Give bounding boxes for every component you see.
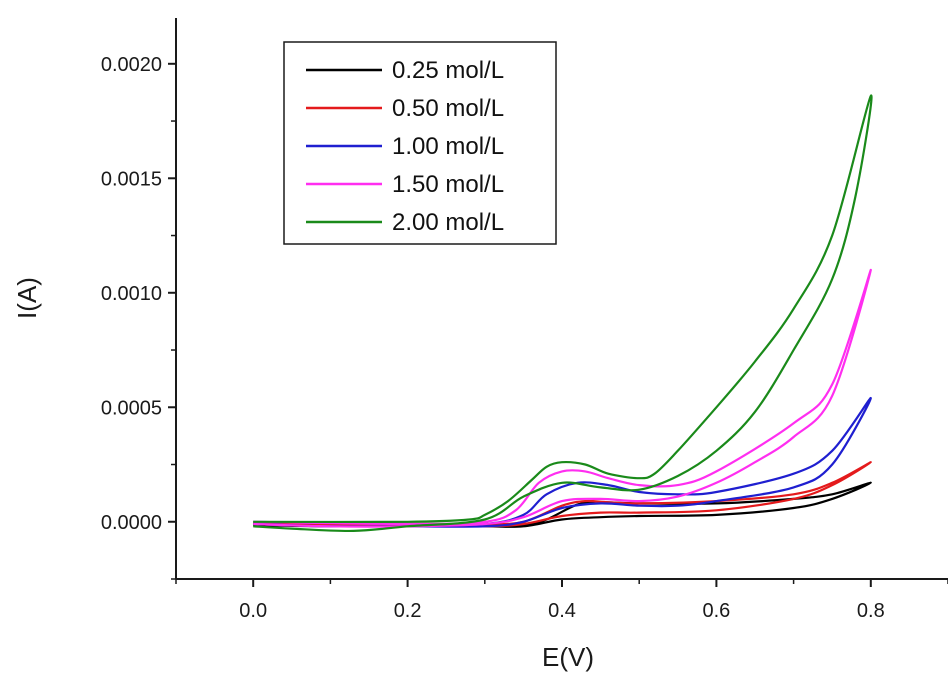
x-tick-label: 0.8 [857, 600, 885, 622]
series-line-4 [253, 268, 872, 528]
x-tick-label: 0.0 [239, 600, 267, 622]
series-line-3 [253, 396, 872, 528]
legend: 0.25 mol/L 0.50 mol/L 1.00 mol/L 1.50 mol/L… [283, 41, 557, 245]
plot-lines [253, 94, 873, 533]
legend-label: 1.00 mol/L [392, 133, 504, 160]
y-tick-label: 0.0010 [101, 283, 162, 305]
y-tick-label: 0.0020 [101, 54, 162, 76]
x-axis-title: E(V) [542, 642, 594, 672]
y-tick-label: 0.0000 [101, 512, 162, 534]
legend-box [283, 41, 557, 245]
y-tick-label: 0.0015 [101, 168, 162, 190]
series-line-5 [253, 94, 873, 533]
x-tick-label: 0.2 [394, 600, 422, 622]
legend-label: 0.25 mol/L [392, 57, 504, 84]
legend-label: 2.00 mol/L [392, 209, 504, 236]
x-tick-label: 0.4 [548, 600, 576, 622]
x-ticks: 0.0 0.2 0.4 0.6 0.8 [175, 579, 948, 622]
y-tick-label: 0.0005 [101, 397, 162, 419]
y-axis-title: I(A) [12, 277, 42, 319]
x-tick-label: 0.6 [702, 600, 730, 622]
legend-label: 0.50 mol/L [392, 95, 504, 122]
series-line-1 [253, 481, 872, 528]
y-ticks: 0.0000 0.0005 0.0010 0.0015 0.0020 [101, 54, 176, 580]
legend-label: 1.50 mol/L [392, 171, 504, 198]
